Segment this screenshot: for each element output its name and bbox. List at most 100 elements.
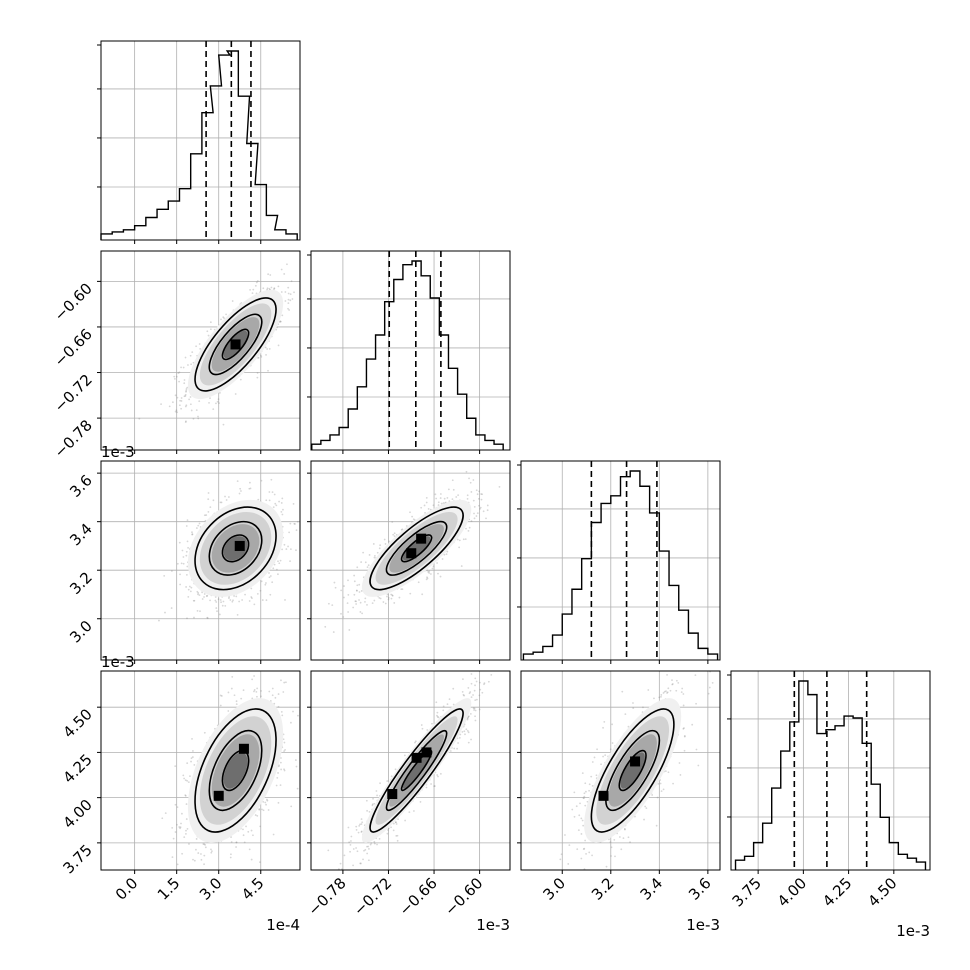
scatter-point [456,538,459,541]
scatter-point [384,543,387,545]
scatter-point [421,593,424,596]
scatter-point [475,489,478,492]
scatter-point [278,562,281,565]
scatter-point [265,353,267,356]
scatter-point [387,596,390,599]
scatter-point [207,492,210,494]
scatter-point [476,493,479,496]
scatter-point [235,841,238,844]
density-cell [406,548,417,559]
scatter-point [192,417,195,420]
scatter-point [283,769,286,772]
scatter-point [470,682,473,685]
scatter-point [257,498,260,501]
scatter-point [217,398,220,401]
scatter-point [235,841,238,844]
scatter-point [388,540,391,543]
scatter-point [272,567,275,570]
scatter-point [278,321,281,323]
scatter-point [190,586,193,589]
scatter-point [466,718,469,721]
scatter-point [274,248,276,250]
scatter-point [215,601,218,603]
scatter-point [184,356,187,359]
scatter-point [203,854,206,857]
scatter-point [224,495,226,498]
scatter-point [280,757,282,759]
scatter-point [191,533,194,536]
scatter-point [281,714,284,717]
scatter-point [179,573,181,576]
scatter-point [198,522,201,525]
scatter-point [367,859,370,862]
scatter-point [364,561,367,564]
contour-line [400,534,433,563]
scatter-point [393,535,396,538]
panel-frame [100,670,301,871]
scatter-point [466,497,469,500]
scatter-point [258,808,261,810]
scatter-point [242,689,245,692]
scatter-point [242,828,244,831]
scatter-point [189,396,192,398]
scatter-point [275,568,278,571]
scatter-point [392,533,395,536]
scatter-point [391,594,394,597]
scatter-point [185,829,187,832]
scatter-point [279,784,282,787]
scatter-point [255,281,258,284]
scatter-point [284,300,287,302]
scatter-point [188,398,191,401]
scatter-point [277,705,280,708]
density-layer [138,248,295,426]
scatter-point [201,591,203,594]
scatter-point [347,593,350,596]
scatter-point [185,573,188,576]
panel-1-1 [307,250,511,454]
scatter-point [279,320,282,323]
scatter-point [331,604,334,607]
scatter-point [436,711,439,714]
scatter-point [214,599,217,602]
scatter-point [206,330,209,333]
panel-2-1 [307,460,511,664]
scatter-point [235,846,237,848]
scatter-point [378,838,381,840]
scatter-point [376,551,379,554]
panel-0-0 [97,40,301,244]
panel-1-0 [97,248,301,454]
scatter-point [193,859,196,862]
scatter-point [198,594,201,596]
scatter-point [203,593,206,595]
density-cell [416,533,427,544]
scatter-point [203,596,205,598]
scatter-point [230,836,232,838]
scatter-point [475,515,478,517]
scatter-point [239,487,242,490]
scatter-point [367,564,370,567]
scatter-point [186,762,189,765]
scatter-point [197,415,199,418]
scatter-point [330,874,332,876]
scatter-point [251,678,254,681]
scatter-point [184,794,187,797]
scatter-point [352,606,355,609]
scatter-point [205,595,208,598]
scatter-point [260,354,262,357]
scatter-point [187,781,190,784]
scatter-point [373,840,376,843]
scatter-point [478,694,481,697]
scatter-point [279,761,282,764]
scatter-point [238,600,241,603]
scatter-point [353,574,356,577]
scatter-point [256,687,259,690]
scatter-point [342,616,345,618]
scatter-point [462,678,464,681]
scatter-point [288,309,291,311]
scatter-point [209,321,212,324]
scatter-point [425,578,428,581]
scatter-point [451,479,454,482]
scatter-point [184,794,187,797]
scatter-point [386,595,388,598]
scatter-point [478,490,481,493]
